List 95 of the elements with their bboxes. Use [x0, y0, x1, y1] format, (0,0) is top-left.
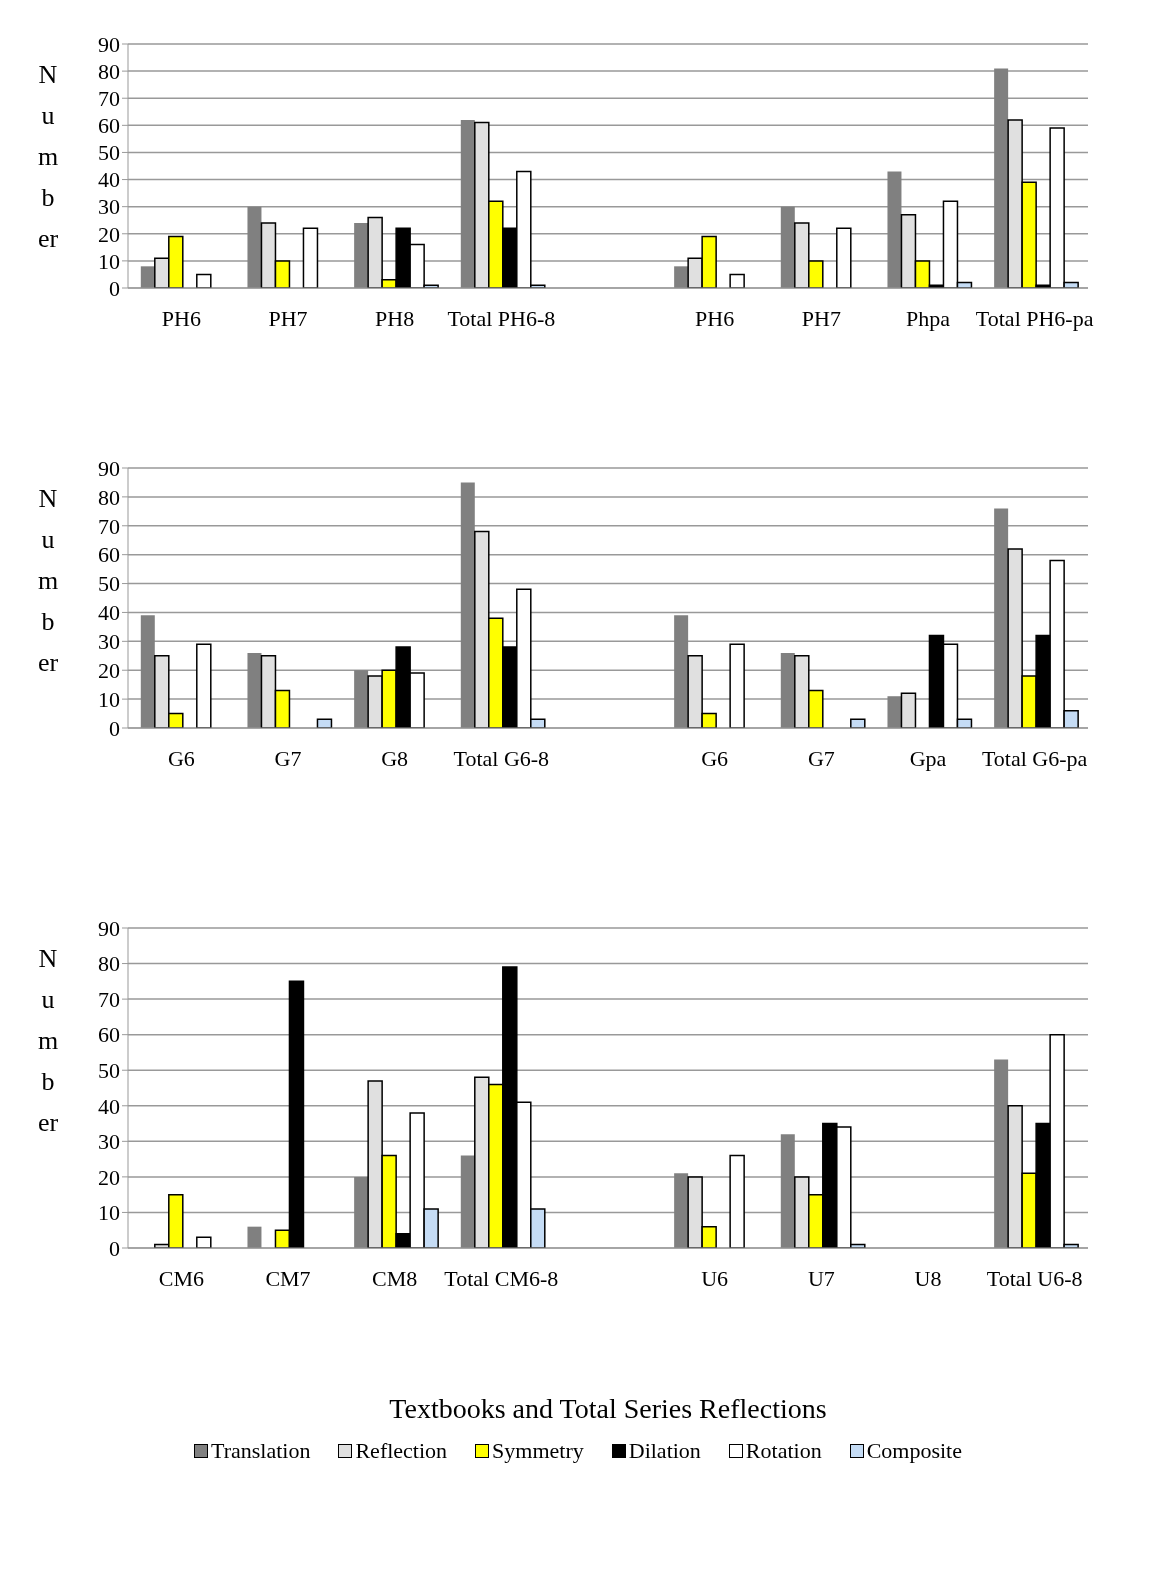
bar [196, 1236, 212, 1248]
bar [354, 222, 369, 288]
x-tick-label: Total U6-8 [986, 1265, 1083, 1291]
x-tick-label: Total PH6-pa [975, 305, 1094, 331]
bar [460, 1155, 475, 1248]
y-tick-label: 50 [98, 1058, 120, 1084]
y-tick-label: 90 [98, 31, 120, 57]
y-tick-label: 30 [98, 1129, 120, 1155]
x-tick-label: PH7 [268, 305, 308, 331]
x-tick-label: U6 [701, 1265, 729, 1291]
bar [140, 615, 155, 728]
x-tick-label: PH6 [695, 305, 735, 331]
x-tick-label: G7 [274, 745, 302, 771]
y-tick-label: 80 [98, 951, 120, 977]
y-tick-label: 60 [98, 542, 120, 568]
x-tick-label: Gpa [909, 745, 947, 771]
y-tick-label: 30 [98, 629, 120, 655]
y-tick-label: 70 [98, 86, 120, 112]
bar [729, 273, 745, 288]
bar [196, 643, 212, 728]
y-tick-label: 20 [98, 221, 120, 247]
bar [729, 643, 745, 728]
bar [247, 206, 262, 288]
bar [140, 266, 155, 288]
y-tick-label: 40 [98, 600, 120, 626]
y-tick-label: 80 [98, 58, 120, 84]
legend-label: Symmetry [491, 1438, 584, 1464]
bar [460, 482, 475, 728]
legend-label: Dilation [627, 1438, 701, 1464]
y-tick-label: 90 [98, 915, 120, 941]
y-tick-label: 50 [98, 140, 120, 166]
bar [196, 273, 212, 288]
legend-label: Translation [210, 1438, 311, 1464]
y-tick-label: 0 [109, 1235, 120, 1261]
x-tick-label: Total CM6-8 [444, 1265, 559, 1291]
x-tick-label: U8 [914, 1265, 942, 1291]
x-tick-label: G7 [807, 745, 835, 771]
y-tick-label: 10 [98, 248, 120, 274]
x-tick-label: G8 [381, 745, 409, 771]
x-tick-label: Total PH6-8 [447, 305, 556, 331]
legend-label: Reflection [354, 1438, 448, 1464]
bar [674, 266, 689, 288]
bar [887, 171, 902, 288]
x-tick-label: CM8 [372, 1265, 418, 1291]
y-tick-label: 20 [98, 658, 120, 684]
bar [994, 1059, 1009, 1248]
bar [887, 696, 902, 728]
bar [994, 68, 1009, 288]
bar [994, 508, 1009, 728]
y-axis-title: Number [36, 483, 60, 679]
bar [780, 1134, 795, 1248]
bar [780, 206, 795, 288]
y-tick-label: 70 [98, 986, 120, 1012]
x-axis-title: Textbooks and Total Series Reflections [389, 1393, 827, 1424]
x-tick-label: G6 [167, 745, 195, 771]
x-tick-label: G6 [701, 745, 729, 771]
bar [674, 615, 689, 728]
y-tick-label: 40 [98, 1093, 120, 1119]
bar [460, 119, 475, 288]
bar [354, 670, 369, 728]
y-tick-label: 80 [98, 484, 120, 510]
bar [247, 652, 262, 728]
y-tick-label: 0 [109, 275, 120, 301]
bar [836, 227, 852, 288]
x-tick-label: PH8 [375, 305, 415, 331]
y-axis-title: Number [36, 943, 60, 1139]
x-tick-label: CM6 [158, 1265, 204, 1291]
bar [900, 692, 917, 728]
bar [729, 1154, 745, 1248]
y-tick-label: 10 [98, 686, 120, 712]
x-tick-label: PH7 [801, 305, 841, 331]
x-tick-label: PH6 [161, 305, 201, 331]
y-tick-label: 40 [98, 167, 120, 193]
bar [247, 1226, 262, 1248]
x-tick-label: Phpa [906, 305, 951, 331]
y-axis-title: Number [36, 59, 60, 255]
y-tick-label: 10 [98, 1200, 120, 1226]
x-tick-label: U7 [807, 1265, 835, 1291]
legend-label: Rotation [744, 1438, 822, 1464]
bar [674, 1173, 689, 1248]
y-tick-label: 90 [98, 455, 120, 481]
bar [302, 227, 319, 288]
x-tick-label: Total G6-8 [453, 745, 550, 771]
bar [354, 1176, 369, 1248]
y-tick-label: 30 [98, 194, 120, 220]
y-tick-label: 60 [98, 1022, 120, 1048]
y-tick-label: 70 [98, 513, 120, 539]
x-tick-label: Total G6-pa [981, 745, 1088, 771]
y-tick-label: 50 [98, 571, 120, 597]
bar [780, 652, 795, 728]
x-tick-label: CM7 [265, 1265, 311, 1291]
legend-label: Composite [865, 1438, 962, 1464]
y-tick-label: 0 [109, 715, 120, 741]
y-tick-label: 60 [98, 113, 120, 139]
y-tick-label: 20 [98, 1164, 120, 1190]
